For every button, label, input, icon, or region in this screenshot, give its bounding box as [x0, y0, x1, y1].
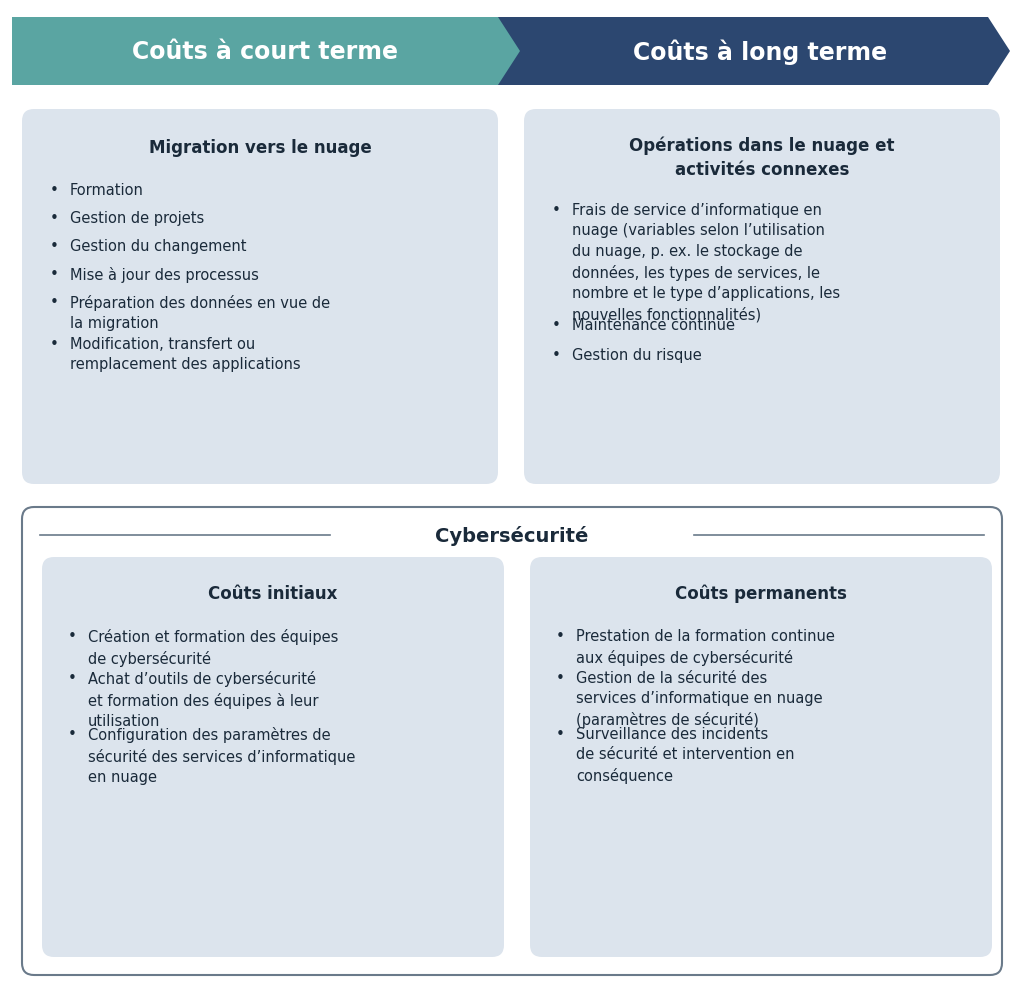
Text: Configuration des paramètres de
sécurité des services d’informatique
en nuage: Configuration des paramètres de sécurité… [88, 726, 355, 784]
Text: Migration vers le nuage: Migration vers le nuage [148, 138, 372, 156]
Text: Prestation de la formation continue
aux équipes de cybersécurité: Prestation de la formation continue aux … [575, 628, 835, 665]
Text: •: • [556, 726, 565, 741]
Text: Surveillance des incidents
de sécurité et intervention en
conséquence: Surveillance des incidents de sécurité e… [575, 726, 795, 783]
Text: Coûts permanents: Coûts permanents [675, 584, 847, 603]
Text: •: • [556, 628, 565, 643]
Text: Frais de service d’informatique en
nuage (variables selon l’utilisation
du nuage: Frais de service d’informatique en nuage… [572, 203, 840, 322]
Text: •: • [68, 726, 77, 741]
FancyBboxPatch shape [22, 110, 498, 484]
Text: Création et formation des équipes
de cybersécurité: Création et formation des équipes de cyb… [88, 628, 338, 666]
Text: •: • [68, 670, 77, 685]
Text: •: • [552, 318, 561, 333]
Text: •: • [50, 183, 58, 198]
Text: Mise à jour des processus: Mise à jour des processus [70, 267, 259, 283]
Text: Gestion du changement: Gestion du changement [70, 239, 247, 254]
Text: •: • [50, 337, 58, 352]
Text: Cybersécurité: Cybersécurité [435, 526, 589, 546]
Text: •: • [68, 628, 77, 643]
Text: Opérations dans le nuage et
activités connexes: Opérations dans le nuage et activités co… [630, 136, 895, 179]
Text: Coûts à long terme: Coûts à long terme [633, 39, 887, 64]
Text: Gestion de la sécurité des
services d’informatique en nuage
(paramètres de sécur: Gestion de la sécurité des services d’in… [575, 670, 822, 727]
Text: Gestion de projets: Gestion de projets [70, 211, 204, 226]
Text: •: • [556, 670, 565, 685]
Text: Coûts à court terme: Coûts à court terme [132, 40, 398, 64]
Text: •: • [552, 203, 561, 218]
FancyBboxPatch shape [42, 558, 504, 957]
Text: Achat d’outils de cybersécurité
et formation des équipes à leur
utilisation: Achat d’outils de cybersécurité et forma… [88, 670, 318, 728]
Polygon shape [12, 18, 520, 86]
Text: •: • [50, 211, 58, 226]
Text: Formation: Formation [70, 183, 144, 198]
Text: Coûts initiaux: Coûts initiaux [208, 585, 338, 603]
Text: Préparation des données en vue de
la migration: Préparation des données en vue de la mig… [70, 295, 330, 331]
Text: Modification, transfert ou
remplacement des applications: Modification, transfert ou remplacement … [70, 337, 301, 372]
Text: Gestion du risque: Gestion du risque [572, 348, 701, 363]
FancyBboxPatch shape [22, 508, 1002, 975]
Text: •: • [50, 239, 58, 254]
Text: •: • [552, 348, 561, 363]
Text: Maintenance continue: Maintenance continue [572, 318, 735, 333]
FancyBboxPatch shape [524, 110, 1000, 484]
Polygon shape [12, 18, 1010, 86]
Text: •: • [50, 267, 58, 282]
Text: •: • [50, 295, 58, 310]
FancyBboxPatch shape [530, 558, 992, 957]
